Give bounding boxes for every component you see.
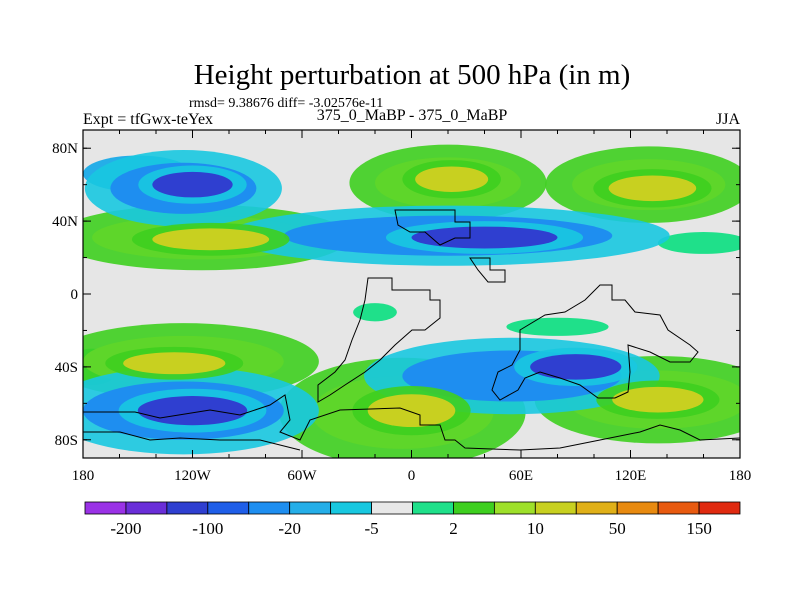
colorbar-label-4: 2 (449, 519, 458, 538)
right-label: JJA (716, 111, 740, 128)
coastline-north-america (394, 209, 471, 246)
colorbar: -200 -100 -20 -5 2 10 50 150 (84, 501, 741, 538)
colorbar-swatch-1 (125, 501, 168, 515)
y-tick-label-0: 80N (52, 141, 78, 157)
colorbar-swatch-6 (330, 501, 372, 515)
colorbar-swatch-4 (248, 501, 291, 515)
coastline-outlines (83, 209, 740, 451)
coastline-west-edge (83, 431, 301, 451)
left-label: Expt = tfGwx-teYex (83, 111, 213, 128)
y-tick-label-3: 40S (55, 360, 78, 376)
contour-core-3 (657, 232, 740, 254)
colorbar-swatch-9 (453, 501, 495, 515)
y-tick-label-2: 0 (71, 287, 79, 303)
colorbar-label-0: -200 (110, 519, 141, 538)
contour-core-24 (530, 354, 622, 380)
x-tick-label-0: 180 (72, 468, 95, 484)
colorbar-swatch-3 (207, 501, 250, 515)
colorbar-swatch-0 (84, 501, 127, 515)
colorbar-swatch-12 (575, 501, 618, 515)
colorbar-swatch-2 (166, 501, 209, 515)
contour-core-15 (152, 228, 270, 251)
colorbar-label-3: -5 (364, 519, 378, 538)
x-tick-label-5: 120E (615, 468, 647, 484)
x-tick-label-6: 180 (729, 468, 752, 484)
x-tick-label-3: 0 (408, 468, 416, 484)
x-tick-label-2: 60W (287, 468, 317, 484)
contour-core-16 (415, 166, 489, 192)
x-axis: 180 120W 60W 0 60E 120E 180 (72, 130, 752, 484)
colorbar-swatch-11 (534, 501, 577, 515)
colorbar-swatch-5 (289, 501, 332, 515)
x-tick-label-1: 120W (174, 468, 212, 484)
colorbar-label-7: 150 (686, 519, 712, 538)
contour-core-1 (506, 317, 609, 336)
colorbar-swatch-15 (698, 501, 741, 515)
stats-line: rmsd= 9.38676 diff= -3.02576e-11 (189, 96, 383, 111)
contour-core-17 (608, 175, 697, 202)
contour-core-22 (411, 226, 558, 249)
colorbar-swatch-10 (493, 501, 536, 515)
colorbar-label-5: 10 (527, 519, 544, 538)
y-tick-label-1: 40N (52, 214, 78, 230)
coastline-antarctica (83, 394, 740, 451)
contour-core-20 (612, 386, 704, 413)
colorbar-label-6: 50 (609, 519, 626, 538)
contour-core-2 (353, 303, 397, 322)
colorbar-swatch-8 (412, 501, 454, 515)
colorbar-label-1: -100 (192, 519, 223, 538)
contour-core-18 (123, 352, 226, 375)
coastline-eurasia-ridge (469, 257, 506, 283)
colorbar-swatch-14 (657, 501, 700, 515)
colorbar-label-2: -20 (278, 519, 301, 538)
contour-field (83, 130, 740, 458)
contour-core-21 (152, 171, 233, 198)
colorbar-swatch-13 (616, 501, 659, 515)
coastline-africa (491, 284, 699, 401)
contour-core-23 (137, 396, 248, 426)
contour-core-19 (367, 394, 456, 428)
chart-title: Height perturbation at 500 hPa (in m) (194, 59, 631, 91)
x-tick-label-4: 60E (509, 468, 533, 484)
y-axis: 80N 40N 0 40S 80S (52, 141, 740, 449)
y-tick-label-4: 80S (55, 433, 78, 449)
center-label: 375_0_MaBP - 375_0_MaBP (317, 107, 508, 124)
coastline-south-america (317, 277, 441, 403)
colorbar-swatch-7 (371, 501, 413, 515)
